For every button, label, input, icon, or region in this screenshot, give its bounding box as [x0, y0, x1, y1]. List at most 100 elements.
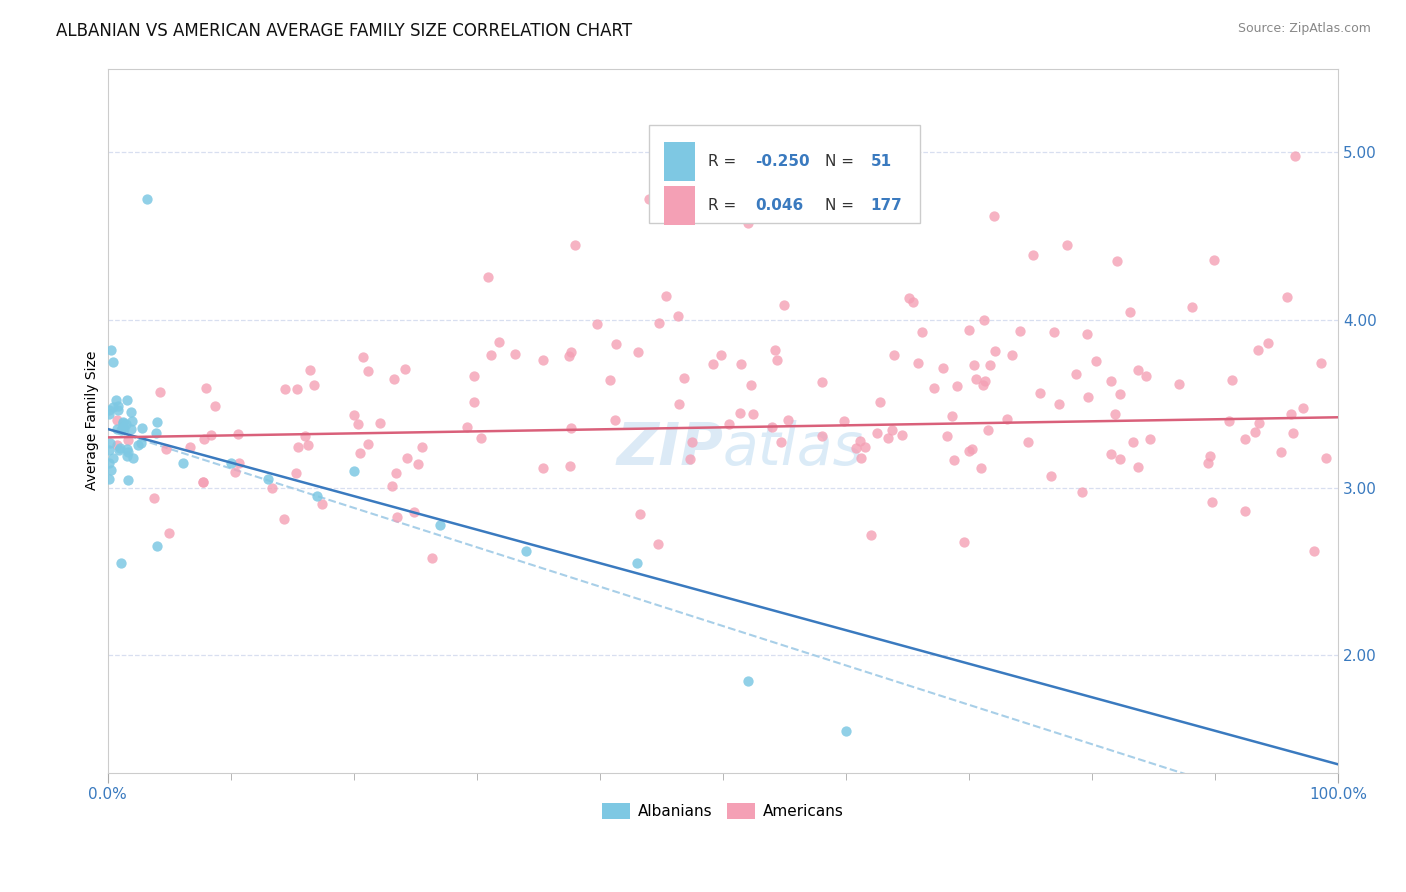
Point [647, 316, 669, 330]
Point [294, 429, 316, 443]
Point [983, 209, 1005, 223]
Point [627, 345, 650, 359]
Point [1008, 325, 1031, 339]
Point [256, 472, 278, 486]
Point [668, 397, 690, 411]
Point [1279, 407, 1302, 421]
Point [97, 403, 120, 417]
Point [479, 348, 502, 362]
Point [922, 382, 945, 396]
Point [911, 325, 934, 339]
Point [730, 406, 752, 420]
Point [135, 192, 157, 206]
Point [274, 382, 297, 396]
Point [672, 371, 695, 385]
Point [811, 376, 834, 390]
Point [776, 413, 799, 427]
Point [1246, 343, 1268, 357]
Point [97, 408, 120, 422]
Point [1119, 305, 1142, 319]
Point [1126, 460, 1149, 475]
Point [769, 434, 792, 449]
Point [531, 460, 554, 475]
Point [394, 362, 416, 376]
Point [737, 216, 759, 230]
Point [869, 395, 891, 409]
Point [117, 445, 139, 459]
Point [963, 358, 986, 372]
Point [977, 423, 1000, 437]
Point [219, 456, 242, 470]
Point [121, 414, 143, 428]
Point [193, 432, 215, 446]
Point [605, 337, 627, 351]
Point [115, 442, 138, 456]
Point [960, 442, 983, 456]
Point [100, 462, 122, 476]
Point [402, 505, 425, 519]
Point [1309, 356, 1331, 370]
Point [370, 416, 392, 430]
Point [129, 436, 152, 450]
Point [1017, 434, 1039, 449]
Point [121, 451, 143, 466]
Point [560, 345, 582, 359]
Point [845, 441, 868, 455]
Point [131, 421, 153, 435]
Point [628, 507, 651, 521]
Point [1139, 433, 1161, 447]
Point [1198, 449, 1220, 463]
Text: R =: R = [709, 153, 741, 169]
Point [983, 343, 1005, 358]
Point [1234, 504, 1257, 518]
Point [1022, 248, 1045, 262]
Point [385, 466, 408, 480]
Point [127, 438, 149, 452]
Point [761, 420, 783, 434]
Point [995, 412, 1018, 426]
Text: N =: N = [825, 153, 859, 169]
Point [972, 377, 994, 392]
Point [1064, 367, 1087, 381]
Point [1099, 374, 1122, 388]
Point [157, 525, 180, 540]
Point [943, 452, 966, 467]
Point [112, 419, 135, 434]
Point [1302, 544, 1324, 558]
Text: ZIP: ZIP [616, 420, 723, 477]
Point [973, 312, 995, 326]
Point [343, 464, 366, 478]
Point [343, 408, 366, 422]
Y-axis label: Average Family Size: Average Family Size [86, 351, 100, 491]
Point [347, 417, 370, 431]
Point [97, 472, 120, 486]
Point [702, 357, 724, 371]
Point [666, 309, 689, 323]
Point [1234, 432, 1257, 446]
Point [742, 407, 765, 421]
Point [411, 440, 433, 454]
Point [515, 544, 537, 558]
Point [98, 443, 121, 458]
Point [979, 358, 1001, 372]
Point [108, 441, 131, 455]
Point [1197, 456, 1219, 470]
Point [273, 512, 295, 526]
Point [105, 438, 128, 452]
Point [224, 465, 246, 479]
Point [907, 356, 929, 370]
Point [111, 420, 134, 434]
Point [1135, 368, 1157, 383]
Point [305, 489, 328, 503]
Point [228, 456, 250, 470]
Point [654, 289, 676, 303]
Point [172, 456, 194, 470]
Text: 0.046: 0.046 [755, 198, 803, 213]
Point [200, 428, 222, 442]
Point [1167, 377, 1189, 392]
Point [488, 335, 510, 350]
Text: atlas: atlas [723, 420, 863, 477]
Point [120, 405, 142, 419]
Point [149, 384, 172, 399]
Point [191, 475, 214, 489]
